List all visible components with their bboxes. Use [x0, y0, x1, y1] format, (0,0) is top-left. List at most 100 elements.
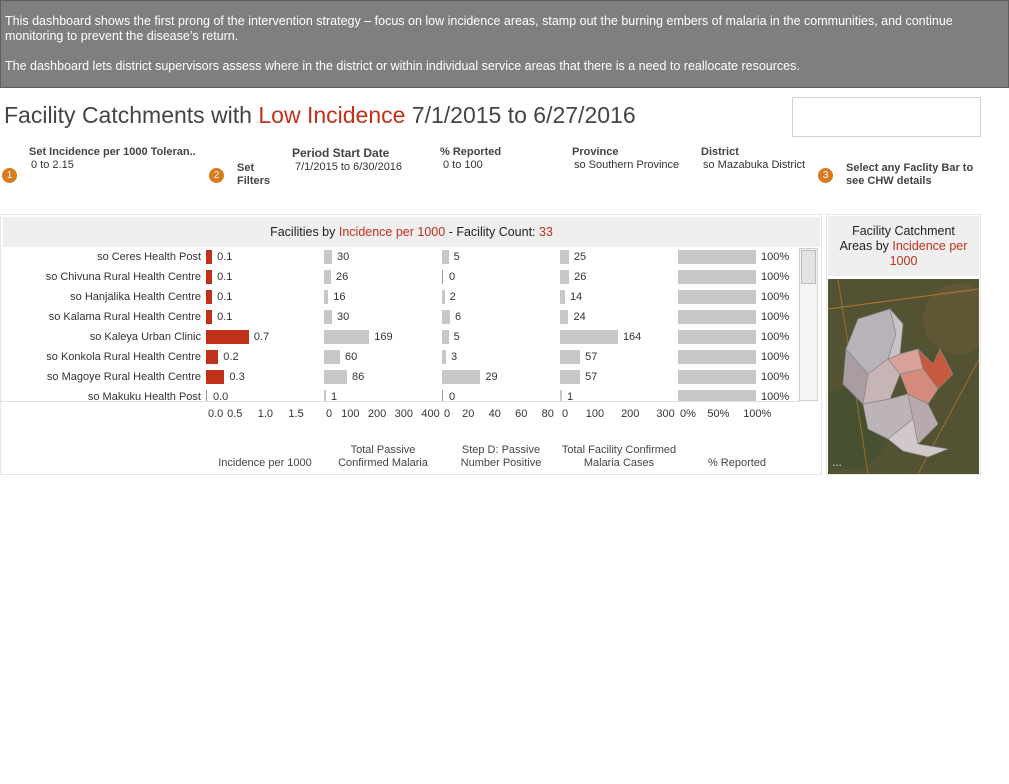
facility-name[interactable]: so Kaleya Urban Clinic	[89, 331, 201, 343]
stepd-bar[interactable]	[442, 370, 481, 384]
facility-name[interactable]: so Konkola Rural Health Centre	[46, 351, 201, 363]
confirmed-value: 14	[569, 291, 583, 303]
facility-name[interactable]: so Magoye Rural Health Centre	[46, 371, 201, 383]
axis-title: Total Facility Confirmed Malaria Cases	[561, 444, 677, 469]
map-header-highlight: Incidence per 1000	[889, 239, 968, 268]
axis-divider	[0, 401, 800, 402]
incidence-bar[interactable]	[206, 310, 213, 324]
confirmed-bar[interactable]	[560, 370, 581, 384]
incidence-bar[interactable]	[206, 330, 249, 344]
facility-name[interactable]: so Makuku Health Post	[87, 391, 201, 401]
confirmed-bar[interactable]	[560, 270, 570, 284]
confirmed-bar[interactable]	[560, 310, 569, 324]
chart-header-prefix: Facilities by	[270, 225, 339, 239]
filter-value[interactable]: 0 to 100	[443, 159, 483, 171]
map-header-line1: Facility Catchment	[852, 224, 955, 238]
stepd-bar[interactable]	[442, 270, 443, 284]
axis-tick: 60	[515, 408, 528, 420]
vertical-scrollbar[interactable]	[799, 248, 818, 401]
axis-title: Step D: Passive Number Positive	[460, 444, 542, 469]
axis-tick: 100	[585, 408, 605, 420]
stepd-value: 3	[450, 351, 458, 363]
passive-bar[interactable]	[324, 330, 370, 344]
reported-bar[interactable]	[678, 250, 756, 264]
stepd-bar[interactable]	[442, 290, 445, 304]
passive-value: 86	[352, 371, 365, 383]
step-3-text: Select any Faclity Bar to see CHW detail…	[846, 162, 974, 187]
facility-name[interactable]: so Kalama Rural Health Centre	[48, 311, 201, 323]
confirmed-bar[interactable]	[560, 290, 565, 304]
confirmed-bar[interactable]	[560, 390, 562, 401]
filter-value[interactable]: 7/1/2015 to 6/30/2016	[295, 161, 403, 173]
incidence-bar[interactable]	[206, 270, 213, 284]
passive-bar[interactable]	[324, 310, 333, 324]
filter-percent-reported[interactable]: % Reported 0 to 100	[440, 146, 501, 171]
confirmed-value: 24	[573, 311, 586, 323]
confirmed-bar[interactable]	[560, 350, 581, 364]
catchment-area[interactable]	[862, 358, 901, 405]
map-attribution: • • •	[833, 463, 841, 469]
passive-bar[interactable]	[324, 250, 333, 264]
confirmed-bar[interactable]	[560, 330, 618, 344]
stepd-bar[interactable]	[442, 250, 449, 264]
filter-district[interactable]: District so Mazabuka District	[701, 146, 805, 171]
axis-tick: 50%	[707, 408, 730, 420]
step-1-icon: 1	[2, 168, 17, 183]
incidence-value: 0.1	[217, 271, 233, 283]
reported-value: 100%	[761, 251, 790, 263]
catchment-area[interactable]	[887, 418, 950, 458]
filter-value[interactable]: so Mazabuka District	[703, 159, 806, 171]
passive-bar[interactable]	[324, 350, 341, 364]
passive-bar[interactable]	[324, 290, 329, 304]
incidence-bar[interactable]	[206, 250, 213, 264]
filter-province[interactable]: Province so Southern Province	[572, 146, 679, 171]
reported-bar[interactable]	[678, 350, 756, 364]
reported-bar[interactable]	[678, 390, 756, 401]
passive-value: 30	[337, 251, 350, 263]
title-highlight: Low Incidence	[258, 102, 406, 128]
reported-bar[interactable]	[678, 270, 756, 284]
facility-name[interactable]: so Chivuna Rural Health Centre	[45, 271, 201, 283]
filter-value[interactable]: 0 to 2.15	[31, 159, 74, 171]
reported-bar[interactable]	[678, 330, 756, 344]
road-line	[828, 288, 979, 310]
step-2-text: Set Filters	[237, 162, 271, 187]
catchment-map[interactable]: • • •	[828, 279, 979, 474]
passive-bar[interactable]	[324, 370, 347, 384]
axis-tick: 1.5	[288, 408, 304, 420]
reported-bar[interactable]	[678, 290, 756, 304]
stepd-bar[interactable]	[442, 350, 446, 364]
filter-value[interactable]: so Southern Province	[574, 159, 680, 171]
incidence-value: 0.0	[213, 391, 229, 401]
reported-bar[interactable]	[678, 370, 756, 384]
reported-value: 100%	[761, 371, 790, 383]
terrain-patch	[923, 284, 979, 354]
stepd-value: 0	[449, 271, 456, 283]
axis-tick: 0.5	[227, 408, 243, 420]
filter-period-start-date[interactable]: Period Start Date 7/1/2015 to 6/30/2016	[292, 146, 402, 173]
stepd-bar[interactable]	[442, 390, 443, 401]
axis-title: Incidence per 1000	[218, 457, 312, 469]
incidence-bar[interactable]	[206, 290, 213, 304]
axis-tick: 100%	[743, 408, 772, 420]
facility-name[interactable]: so Ceres Health Post	[97, 251, 201, 263]
facility-name[interactable]: so Hanjalika Health Centre	[70, 291, 201, 303]
filter-incidence-tolerance[interactable]: Set Incidence per 1000 Toleran.. 0 to 2.…	[29, 146, 196, 171]
stepd-bar[interactable]	[442, 330, 449, 344]
incidence-value: 0.2	[223, 351, 239, 363]
stepd-value: 0	[449, 391, 456, 401]
stepd-bar[interactable]	[442, 310, 450, 324]
incidence-bar[interactable]	[206, 370, 225, 384]
scrollbar-thumb[interactable]	[801, 250, 816, 284]
incidence-bar[interactable]	[206, 390, 207, 401]
incidence-bar[interactable]	[206, 350, 219, 364]
axis-tick: 80	[541, 408, 554, 420]
stepd-value: 5	[453, 251, 460, 263]
confirmed-bar[interactable]	[560, 250, 569, 264]
reported-bar[interactable]	[678, 310, 756, 324]
confirmed-value: 26	[574, 271, 587, 283]
passive-bar[interactable]	[324, 390, 326, 401]
passive-bar[interactable]	[324, 270, 331, 284]
passive-value: 1	[331, 391, 338, 401]
axis-tick: 400	[421, 408, 440, 420]
